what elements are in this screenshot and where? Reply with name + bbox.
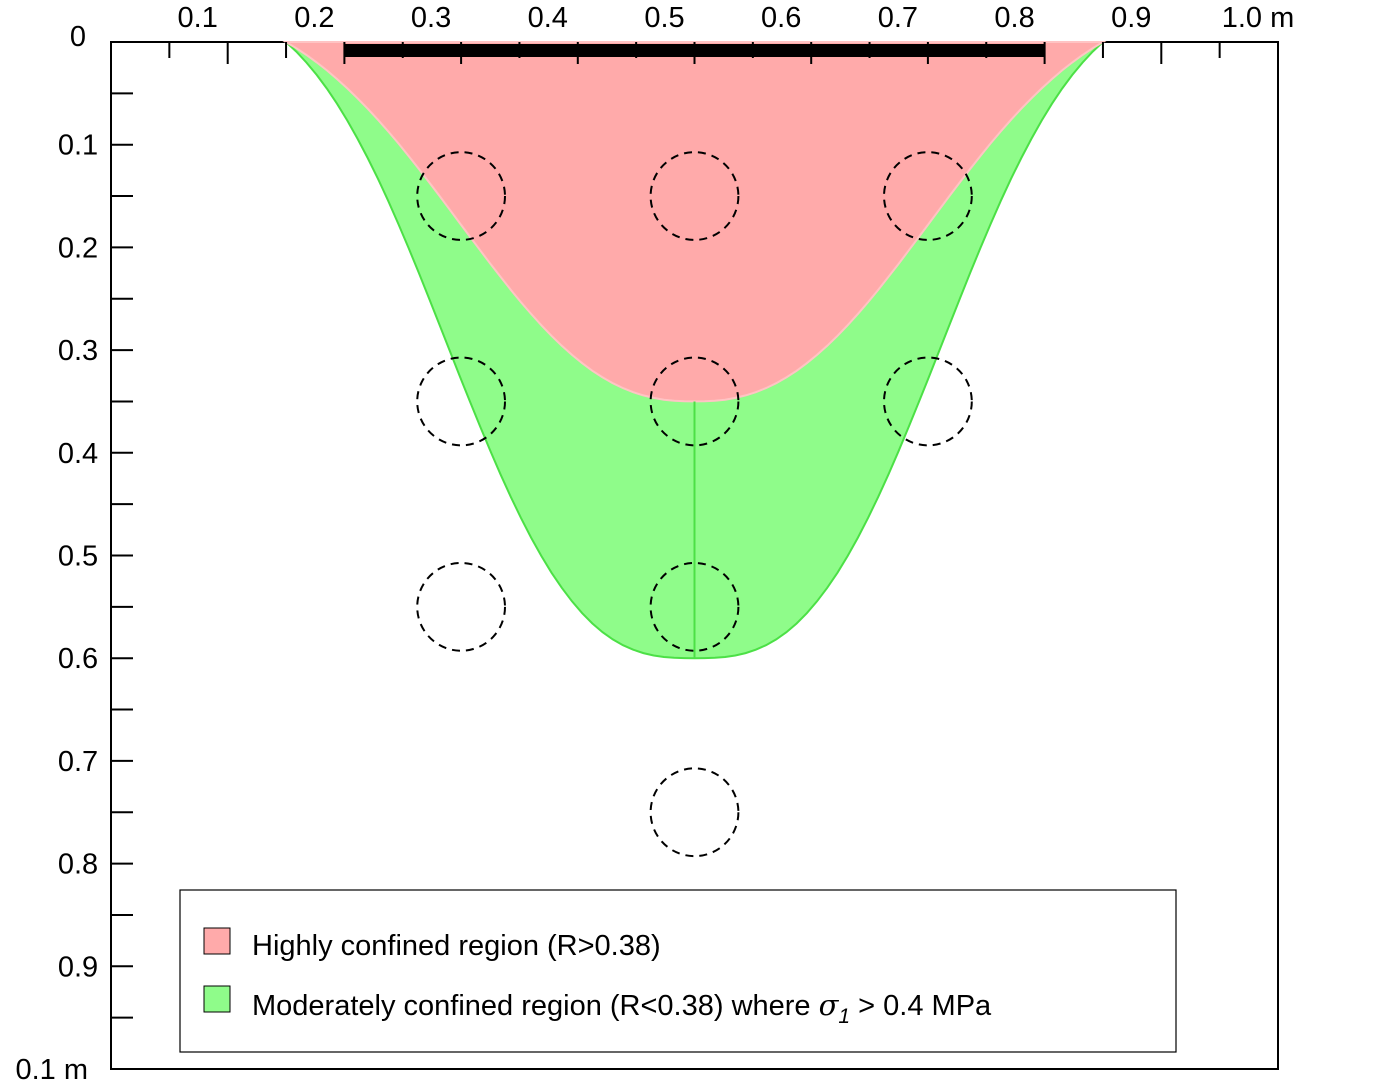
left-tick-label: 0.9 xyxy=(58,951,98,983)
sensor-circle xyxy=(883,356,973,447)
highly-confined-region xyxy=(282,41,1107,403)
left-tick-label: 0.8 xyxy=(58,849,98,881)
top-tick-label: 0.6 xyxy=(761,2,801,34)
top-tick-label: 0.9 xyxy=(1111,2,1151,34)
sigma-symbol: σ xyxy=(819,988,840,1022)
top-tick-label: 0.5 xyxy=(644,2,684,34)
legend-label-moderate: Moderately confined region (R<0.38) wher… xyxy=(252,988,992,1028)
left-tick-label: 0.4 xyxy=(58,438,98,470)
sensor-circles xyxy=(416,151,973,858)
sensor-circle xyxy=(649,767,740,858)
top-tick-label: 0.7 xyxy=(878,2,918,34)
left-tick-label: 0.5 xyxy=(58,541,98,573)
sensor-circle xyxy=(649,561,740,652)
sigma-subscript: 1 xyxy=(838,1005,850,1028)
left-tick-label: 0.1 xyxy=(58,130,98,162)
left-tick-label: 0.6 xyxy=(58,643,98,675)
sensor-circle xyxy=(416,561,507,652)
legend-swatch-moderate xyxy=(203,985,231,1013)
left-tick-label: 0.2 xyxy=(58,232,98,264)
top-tick-label: 0.3 xyxy=(411,2,451,34)
top-tick-label: 0.8 xyxy=(994,2,1034,34)
legend: Highly confined region (R>0.38) Moderate… xyxy=(179,889,1177,1053)
legend-box xyxy=(179,889,1177,1053)
top-tick-label: 0.4 xyxy=(528,2,568,34)
legend-label-moderate-before: Moderately confined region (R<0.38) wher… xyxy=(252,990,819,1022)
left-tick-label: 0 xyxy=(70,21,86,53)
top-tick-label: 0.2 xyxy=(294,2,334,34)
legend-label-moderate-after: > 0.4 MPa xyxy=(850,990,992,1022)
sensor-circle xyxy=(649,356,740,447)
loaded-plate xyxy=(344,44,1045,57)
legend-label-high: Highly confined region (R>0.38) xyxy=(252,930,661,962)
left-tick-label: 0.7 xyxy=(58,746,98,778)
sensor-circle xyxy=(416,356,507,447)
top-tick-label: 1.0 m xyxy=(1222,2,1295,34)
regions xyxy=(282,41,1107,660)
legend-swatch-high xyxy=(203,927,231,955)
left-tick-label: 0.1 m xyxy=(15,1054,88,1083)
top-tick-label: 0.1 xyxy=(178,2,218,34)
left-tick-label: 0.3 xyxy=(58,335,98,367)
